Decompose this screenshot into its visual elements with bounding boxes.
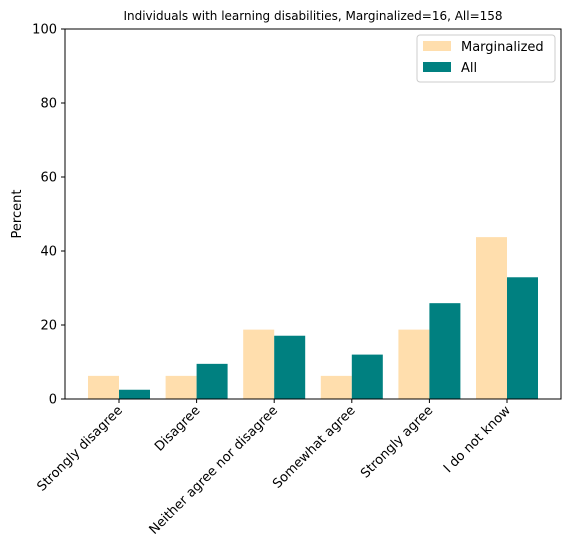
x-tick-label-2: Neither agree nor disagree bbox=[147, 403, 281, 537]
legend-swatch-all bbox=[423, 62, 451, 72]
y-tick-label-4: 80 bbox=[40, 97, 57, 112]
legend-label-all: All bbox=[461, 61, 477, 76]
y-axis-label: Percent bbox=[10, 190, 25, 239]
bar-marginalized-5 bbox=[476, 237, 507, 399]
bar-marginalized-1 bbox=[165, 375, 197, 399]
x-tick-label-5: I do not know bbox=[441, 403, 514, 476]
x-tick-label-0: Strongly disagree bbox=[34, 403, 125, 494]
bar-all-5 bbox=[507, 277, 538, 399]
legend-box bbox=[416, 34, 556, 83]
legend-swatch-marginalized bbox=[423, 41, 451, 51]
chart-title: Individuals with learning disabilities, … bbox=[123, 9, 502, 23]
y-tick-label-5: 100 bbox=[32, 23, 57, 38]
bar-marginalized-0 bbox=[88, 375, 119, 399]
x-tick-label-4: Strongly agree bbox=[358, 403, 436, 481]
bar-all-2 bbox=[274, 335, 306, 399]
plot-frame bbox=[64, 28, 562, 400]
bar-all-1 bbox=[196, 363, 228, 399]
x-tick-label-3: Somewhat agree bbox=[270, 403, 359, 492]
bar-all-0 bbox=[119, 389, 150, 399]
y-tick-label-2: 40 bbox=[40, 245, 57, 260]
y-tick-label-1: 20 bbox=[40, 319, 57, 334]
bars-group bbox=[88, 237, 538, 399]
y-axis: 0 20 40 60 80 100 bbox=[32, 23, 65, 408]
bar-all-3 bbox=[351, 354, 383, 399]
legend-label-marginalized: Marginalized bbox=[461, 40, 544, 55]
bar-marginalized-4 bbox=[398, 329, 430, 399]
y-tick-label-0: 0 bbox=[49, 393, 57, 408]
legend: Marginalized All bbox=[416, 34, 556, 83]
bar-marginalized-2 bbox=[243, 329, 275, 399]
x-tick-label-1: Disagree bbox=[152, 403, 203, 454]
y-tick-label-3: 60 bbox=[40, 171, 57, 186]
bar-marginalized-3 bbox=[320, 375, 352, 399]
bar-all-4 bbox=[429, 303, 461, 399]
